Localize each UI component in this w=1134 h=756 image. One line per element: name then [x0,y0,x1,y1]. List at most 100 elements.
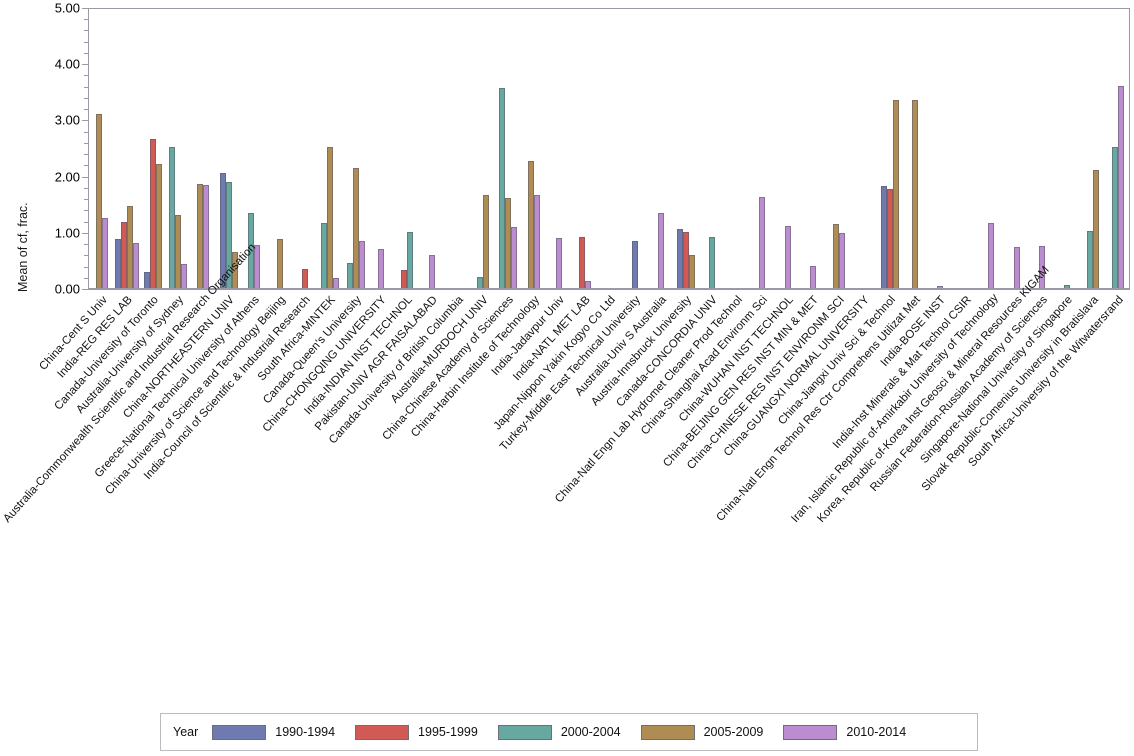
bar [708,236,715,289]
bar [133,242,140,289]
y-axis-tick-mark [82,232,88,234]
y-axis-label: Mean of cf, frac. [16,202,30,292]
legend-items: 1990-1994 1995-1999 2000-2004 2005-2009 2010… [212,724,926,740]
y-axis-minor-tick [84,30,88,32]
bar-group [521,8,546,289]
legend-item-label: 2010-2014 [846,725,907,739]
y-axis-tick-mark [82,64,88,66]
bar [1118,85,1125,289]
bar [180,264,187,289]
bar-group [496,8,521,289]
y-axis-minor-tick [84,131,88,133]
bar [988,223,995,289]
bar-group [318,8,343,289]
y-axis-tick-mark [82,289,88,290]
y-axis-minor-tick [84,52,88,54]
bar-group [419,8,444,289]
bar-group [851,8,876,289]
y-axis-minor-tick [84,255,88,257]
bar-group [724,8,749,289]
legend-swatch [640,724,695,740]
y-axis-minor-tick [84,19,88,21]
bar [533,195,540,289]
legend-item-label: 2005-2009 [703,725,764,739]
bar-group [674,8,699,289]
y-axis-minor-tick [84,266,88,268]
bar-group [267,8,292,289]
y-axis-tick-label: 3.00 [54,112,80,128]
bar-group [89,8,114,289]
bar [1013,247,1020,289]
bar [838,233,845,289]
bar-group [572,8,597,289]
legend-item[interactable]: 1995-1999 [355,724,478,740]
bar-group [775,8,800,289]
bar [358,240,365,289]
bar [911,100,918,289]
bar-group [648,8,673,289]
bar-group [394,8,419,289]
bar [155,163,162,289]
legend-item-label: 2000-2004 [560,725,621,739]
bar-group [826,8,851,289]
bar [327,147,334,289]
y-axis-tick-label: 4.00 [54,56,80,72]
plot-area [88,8,1130,289]
legend-item[interactable]: 2005-2009 [640,724,764,740]
legend-title: Year [173,725,199,739]
bar-group [979,8,1004,289]
legend-item[interactable]: 2000-2004 [497,724,621,740]
bar [406,231,413,289]
y-axis-minor-tick [84,199,88,201]
bar [689,255,696,289]
bar-group [928,8,953,289]
legend-item[interactable]: 2010-2014 [783,724,907,740]
bar-group [902,8,927,289]
legend-item-label: 1995-1999 [418,725,478,739]
bar-group [369,8,394,289]
y-axis-minor-tick [84,86,88,88]
y-axis-minor-tick [84,165,88,167]
bar-group [1106,8,1131,289]
bar [556,238,563,289]
bar-group [597,8,622,289]
legend-item-label: 1990-1994 [275,725,336,739]
bar [302,268,309,289]
x-axis-line [88,288,1130,290]
bar-group [623,8,648,289]
y-axis-tick-label: 5.00 [54,0,80,16]
bar-group [470,8,495,289]
legend-item[interactable]: 1990-1994 [212,724,336,740]
y-axis-minor-tick [84,277,88,279]
y-axis-minor-tick [84,210,88,212]
bar-group [801,8,826,289]
bar-group [292,8,317,289]
bar-group [140,8,165,289]
y-axis-minor-tick [84,97,88,99]
bar-group [445,8,470,289]
y-axis-tick-mark [82,8,88,9]
y-axis-minor-tick [84,41,88,43]
legend-swatch [783,724,838,740]
bar [784,226,791,289]
bar [632,241,639,289]
bar [759,197,766,289]
bar [101,217,108,289]
bar [810,265,817,289]
bar-group [546,8,571,289]
y-axis-minor-tick [84,244,88,246]
bar-group [750,8,775,289]
bar [429,255,436,289]
legend: Year 1990-1994 1995-1999 2000-2004 2005-200… [160,713,978,751]
y-axis-minor-tick [84,154,88,156]
bar-group [1029,8,1054,289]
bar-group [191,8,216,289]
x-axis-labels: China-Cent S Univ India-REG RES LAB Canada… [0,241,1134,712]
y-axis-tick-label: 1.00 [54,225,80,241]
bar-group [953,8,978,289]
bar-group [165,8,190,289]
bar [657,213,664,289]
bar [1092,170,1099,289]
bar-group [877,8,902,289]
bar [482,195,489,289]
